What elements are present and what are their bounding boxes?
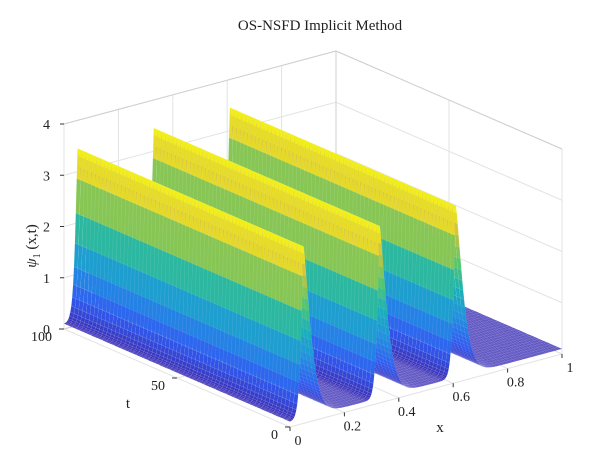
box-edge (335, 50, 563, 150)
chart-title: OS-NSFD Implicit Method (238, 18, 403, 34)
box-edge (63, 50, 337, 125)
surface-plot (63, 107, 563, 422)
grid-line (335, 101, 563, 201)
grid-line (335, 153, 563, 252)
grid-line (289, 353, 563, 428)
